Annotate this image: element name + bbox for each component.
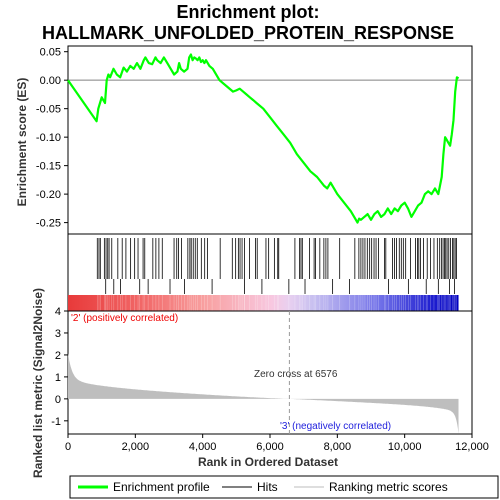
es-y-tick-label: -0.15 [36, 161, 61, 173]
legend-metric-label: Ranking metric scores [329, 480, 448, 494]
es-plot-frame [67, 45, 473, 235]
metric-plot-frame [67, 310, 473, 435]
es-profile-line [67, 53, 460, 224]
x-axis-label: Rank in Ordered Dataset [198, 455, 338, 469]
ranking-metric-area [68, 353, 459, 434]
x-tick-label: 6,000 [256, 441, 284, 453]
es-y-tick-label: -0.10 [36, 132, 61, 144]
x-tick-label: 12,000 [455, 441, 489, 453]
es-y-tick-label: -0.05 [36, 104, 61, 116]
metric-y-tick-label: 3 [55, 328, 61, 340]
metric-axis-label: Ranked list metric (Signal2Noise) [31, 288, 45, 478]
chart-title-line1: Enrichment plot: [177, 2, 320, 22]
x-tick-label: 0 [65, 441, 71, 453]
x-tick-label: 10,000 [388, 441, 422, 453]
es-panel: 0.05 0.00 -0.05 -0.10 -0.15 -0.20 -0.25 [36, 45, 473, 235]
metric-y-tick-label: 4 [55, 306, 61, 318]
neg-correlated-label: '3' (negatively correlated) [280, 421, 391, 432]
x-tick-label: 2,000 [122, 441, 150, 453]
ranking-heatbar [68, 295, 459, 311]
es-y-tick-label: 0.05 [40, 47, 61, 59]
metric-y-tick-label: 0 [55, 394, 61, 406]
x-tick-label: 8,000 [324, 441, 352, 453]
chart-title-line2: HALLMARK_UNFOLDED_PROTEIN_RESPONSE [42, 23, 454, 43]
metric-y-tick-label: 2 [55, 350, 61, 362]
hits-panel [67, 233, 473, 312]
es-y-tick-label: 0.00 [40, 75, 61, 87]
legend-es-label: Enrichment profile [113, 480, 210, 494]
es-y-tick-label: -0.20 [36, 189, 61, 201]
metric-panel: 4 3 2 1 0 -1 0 2,000 4,000 6,000 8,000 10,000 12,000 [51, 306, 489, 453]
legend-box [69, 475, 499, 499]
es-axis-label: Enrichment score (ES) [15, 78, 29, 207]
x-tick-label: 4,000 [189, 441, 217, 453]
metric-y-tick-label: -1 [51, 416, 61, 428]
es-y-tick-label: -0.25 [36, 218, 61, 230]
metric-y-tick-label: 1 [55, 372, 61, 384]
zero-cross-label: Zero cross at 6576 [254, 369, 338, 380]
legend: Enrichment profile Hits Ranking metric s… [69, 475, 499, 499]
pos-correlated-label: '2' (positively correlated) [71, 313, 178, 324]
legend-hits-label: Hits [257, 480, 278, 494]
